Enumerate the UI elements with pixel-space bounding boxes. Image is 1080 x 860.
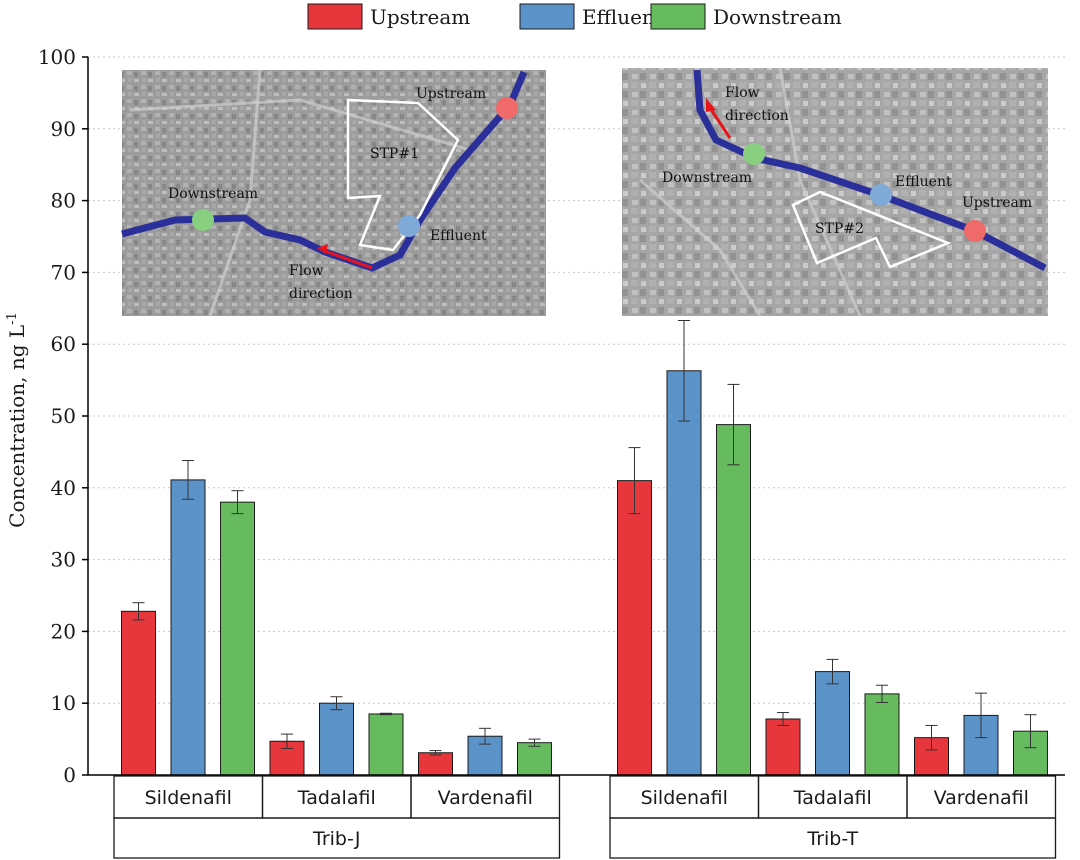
downstream-marker bbox=[192, 209, 214, 231]
group-label: Trib-J bbox=[312, 828, 360, 850]
flow-arrow bbox=[321, 248, 373, 270]
bar bbox=[368, 713, 404, 776]
legend-swatch bbox=[519, 3, 575, 30]
upstream-marker bbox=[496, 97, 518, 119]
inset-map-haze bbox=[622, 68, 1048, 316]
bar bbox=[319, 702, 354, 776]
error-bars bbox=[132, 320, 1037, 756]
y-tick-label: 20 bbox=[51, 619, 76, 643]
y-tick-label: 50 bbox=[51, 404, 76, 428]
category-label: Tadalafil bbox=[793, 787, 872, 809]
y-tick-label: 10 bbox=[51, 691, 76, 715]
category-label: Tadalafil bbox=[297, 787, 376, 809]
y-tick-label: 70 bbox=[51, 260, 76, 284]
y-tick-label: 90 bbox=[51, 117, 76, 141]
bar bbox=[220, 501, 255, 776]
y-axis: 0 10 20 30 40 50 60 70 80 90 100 bbox=[38, 45, 1065, 787]
legend-swatch bbox=[650, 3, 706, 30]
inset-map-trib-t: Flow direction Downstream Effluent Upstr… bbox=[622, 67, 1048, 317]
inset-label-flow: Flow bbox=[725, 85, 760, 101]
effluent-marker bbox=[870, 184, 892, 206]
road-line bbox=[129, 98, 471, 152]
legend-label: Downstream bbox=[713, 5, 842, 29]
category-axis: Sildenafil Tadalafil Vardenafil Trib-J Silde… bbox=[113, 775, 1057, 859]
road-line bbox=[208, 69, 262, 317]
inset-map-background bbox=[622, 68, 1048, 316]
stp-boundary bbox=[791, 190, 952, 269]
bar bbox=[121, 610, 156, 776]
road-line bbox=[639, 178, 762, 317]
category-label: Vardenafil bbox=[934, 787, 1029, 809]
bar bbox=[418, 752, 453, 776]
inset-map-trib-j: Upstream STP#1 Effluent Downstream Flow … bbox=[121, 69, 546, 317]
flow-arrow-head bbox=[317, 244, 328, 254]
inset-label-stp: STP#2 bbox=[815, 221, 864, 237]
inset-label-stp: STP#1 bbox=[370, 146, 419, 162]
category-label: Vardenafil bbox=[438, 787, 533, 809]
bar bbox=[815, 671, 850, 776]
bar bbox=[716, 424, 751, 776]
y-axis-label-superscript: -1 bbox=[5, 312, 20, 325]
group-label: Trib-T bbox=[806, 828, 858, 850]
y-tick-label: 100 bbox=[38, 45, 76, 69]
inset-label-flow: Flow bbox=[289, 263, 324, 279]
group-box bbox=[609, 817, 1057, 859]
upstream-marker bbox=[964, 220, 986, 242]
bar bbox=[269, 740, 305, 776]
y-tick-label: 80 bbox=[51, 189, 76, 213]
inset-label-downstream: Downstream bbox=[168, 186, 258, 202]
flow-arrow-head bbox=[706, 98, 716, 112]
group-box bbox=[113, 817, 561, 859]
river-line bbox=[693, 69, 1047, 272]
bar bbox=[517, 742, 552, 776]
category-label: Sildenafil bbox=[641, 787, 728, 809]
inset-label-direction: direction bbox=[725, 108, 789, 124]
bar bbox=[170, 479, 206, 776]
legend-label: Effluent bbox=[582, 5, 663, 29]
legend-swatch bbox=[307, 3, 363, 30]
category-label: Sildenafil bbox=[145, 787, 232, 809]
y-tick-label: 0 bbox=[63, 763, 76, 787]
downstream-marker bbox=[743, 143, 765, 165]
inset-label-direction: direction bbox=[289, 286, 353, 302]
stp-boundary bbox=[346, 98, 460, 252]
bar bbox=[666, 370, 702, 776]
inset-label-upstream: Upstream bbox=[416, 86, 486, 102]
y-tick-label: 30 bbox=[51, 548, 76, 572]
bar bbox=[617, 480, 652, 776]
y-axis-label-text: Concentration, ng L bbox=[5, 325, 29, 528]
flow-arrow bbox=[708, 107, 732, 139]
bar bbox=[864, 693, 900, 776]
inset-label-effluent: Effluent bbox=[895, 174, 952, 190]
legend: Upstream Effluent Downstream bbox=[307, 3, 842, 30]
y-tick-label: 40 bbox=[51, 476, 76, 500]
effluent-marker bbox=[398, 215, 420, 237]
road-line bbox=[778, 67, 862, 317]
legend-label: Upstream bbox=[370, 5, 470, 29]
inset-label-downstream: Downstream bbox=[662, 170, 752, 186]
bar-series bbox=[121, 370, 1048, 776]
inset-label-upstream: Upstream bbox=[962, 195, 1032, 211]
y-axis-label: Concentration, ng L-1 bbox=[5, 312, 29, 528]
bar bbox=[765, 718, 801, 776]
y-tick-label: 60 bbox=[51, 332, 76, 356]
inset-label-effluent: Effluent bbox=[430, 228, 487, 244]
